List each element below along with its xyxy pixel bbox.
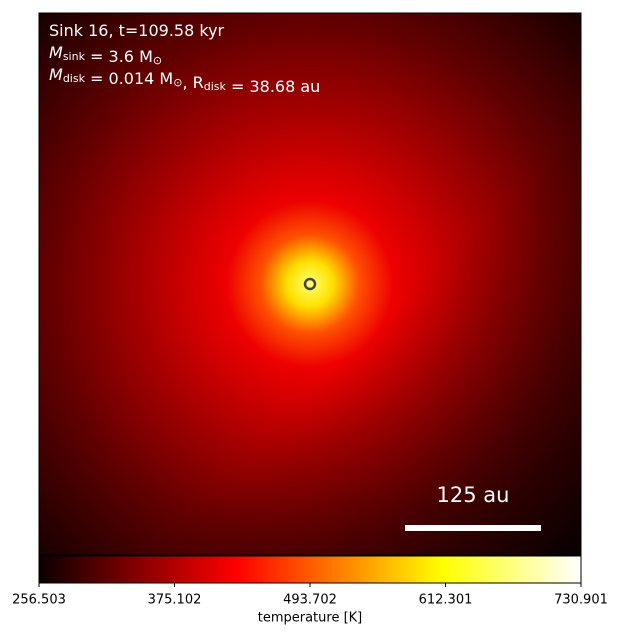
annotation-subscript: sink: [63, 50, 86, 63]
colorbar-tick-label: 612.301: [419, 593, 473, 608]
annotation-text: Sink 16, t=109.58 kyr: [49, 21, 225, 40]
colorbar-tick-label: 493.702: [283, 593, 337, 608]
map-shade: [39, 13, 581, 555]
scale-bar-label: 125 au: [437, 483, 510, 507]
annotation-subscript: disk: [63, 72, 86, 85]
annotation-text: = 38.68 au: [226, 77, 320, 96]
colorbar-tick-label: 375.102: [148, 593, 202, 608]
colorbar-tick-label: 730.901: [554, 593, 608, 608]
annotation: Mdisk = 0.014 M⊙, Rdisk = 38.68 au: [49, 65, 320, 96]
annotation: Msink = 3.6 M⊙: [49, 43, 162, 68]
annotation-subscript: ⊙: [153, 54, 162, 67]
annotation-text: = 0.014 M: [85, 69, 173, 88]
colorbar: [38, 555, 582, 584]
annotation-subscript: disk: [204, 80, 227, 93]
annotation-text: M: [49, 65, 63, 84]
annotation-text: M: [49, 43, 63, 62]
sink-marker: [303, 277, 317, 291]
plot-frame: [38, 12, 582, 556]
annotation-text: = 3.6 M: [85, 47, 153, 66]
annotation-subscript: ⊙: [173, 76, 182, 89]
colorbar-label: temperature [K]: [258, 611, 363, 626]
colorbar-tick-label: 256.503: [12, 593, 66, 608]
annotation: Sink 16, t=109.58 kyr: [49, 21, 225, 40]
annotation-text: , R: [182, 73, 203, 92]
